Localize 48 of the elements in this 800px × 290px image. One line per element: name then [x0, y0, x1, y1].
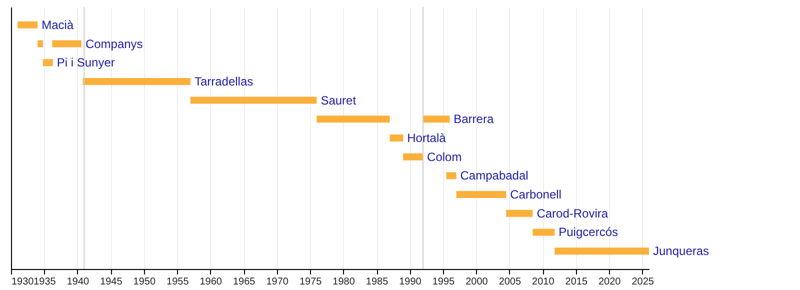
x-tick-label: 1935	[34, 276, 56, 288]
x-tick-label: 1970	[266, 276, 289, 288]
y-tick-label: Barrera	[454, 112, 494, 126]
x-tick-label: 1945	[100, 276, 123, 288]
bar	[506, 210, 533, 217]
x-tick-label: 1985	[366, 276, 389, 288]
y-tick-label: Tarradellas	[194, 74, 254, 88]
y-tick-label: Companys	[85, 36, 143, 51]
x-tick-label: 2000	[466, 276, 488, 288]
x-tick-label: 1980	[332, 276, 356, 288]
x-tick-label: 2005	[498, 276, 522, 288]
x-tick-label: 1975	[299, 276, 322, 288]
y-tick-label: Macià	[42, 18, 74, 32]
y-tick-label: Carod-Rovira	[536, 206, 608, 220]
y-tick-label: Colom	[427, 150, 462, 164]
x-tick-label: 1940	[66, 276, 90, 288]
bar	[403, 153, 424, 160]
bar	[52, 40, 82, 48]
y-tick-label: Campabadal	[460, 168, 528, 183]
x-tick-label: 2020	[598, 276, 622, 288]
bar	[390, 134, 404, 142]
bar	[316, 116, 390, 123]
x-tick-label: 2015	[565, 276, 588, 288]
x-tick-label: 1930	[12, 276, 34, 288]
x-tick-label: 2010	[532, 276, 555, 288]
bar	[190, 96, 317, 104]
x-tick-label: 1995	[432, 276, 456, 288]
bar	[42, 59, 53, 66]
bar	[38, 40, 43, 48]
x-tick-label: 1960	[200, 276, 222, 288]
y-tick-label: Sauret	[320, 93, 357, 108]
bar	[554, 248, 649, 255]
y-tick-label: Carbonell	[510, 188, 562, 202]
bar	[446, 172, 456, 180]
bar	[532, 228, 555, 236]
bar	[18, 21, 38, 28]
x-tick-label: 1965	[232, 276, 256, 288]
y-tick-label: Pi i Sunyer	[56, 56, 115, 70]
y-tick-label: Junqueras	[653, 244, 710, 258]
bar	[82, 78, 190, 85]
x-tick-label: 1955	[166, 276, 190, 288]
bar	[456, 191, 506, 198]
y-tick-label: Puigcercós	[558, 225, 618, 240]
x-tick-label: 1990	[399, 276, 422, 288]
y-tick-label: Hortalà	[407, 131, 446, 145]
x-tick-label: 2025	[632, 276, 654, 288]
x-tick-label: 1950	[133, 276, 156, 288]
bar	[423, 116, 450, 123]
